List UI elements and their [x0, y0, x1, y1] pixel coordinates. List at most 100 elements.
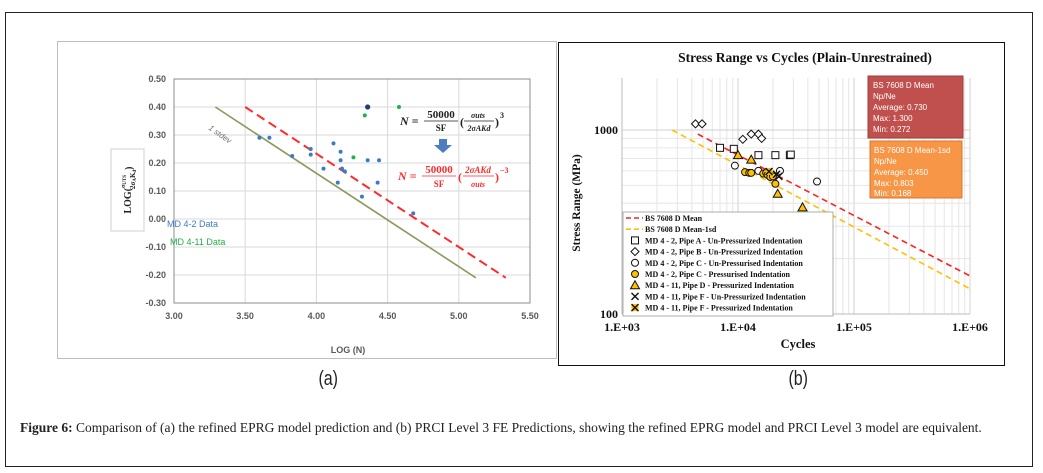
svg-text:Max: 0.803: Max: 0.803: [874, 179, 914, 188]
data-point: [342, 169, 347, 174]
figure-caption: Figure 6: Comparison of (a) the refined …: [20, 418, 1025, 438]
x-tick-label: 3.00: [165, 311, 183, 321]
chart-a-grid: [173, 78, 531, 304]
legend-entry: MD 4 - 11, Pipe F - Un-Pressurized Inden…: [645, 292, 806, 301]
data-point: [267, 135, 272, 140]
marker-triangle: [732, 149, 744, 160]
marker-x: [631, 292, 639, 301]
data-point: [365, 104, 371, 110]
legend-entry: MD 4 - 11, Pipe D - Pressurized Indentat…: [645, 281, 795, 290]
chart-a-points: [257, 104, 416, 216]
y-tick-label: 0.40: [148, 102, 166, 112]
marker-square: [754, 151, 763, 160]
chart-a-lines: [214, 106, 507, 279]
data-point: [377, 158, 382, 163]
data-point: [411, 211, 416, 216]
marker-diamond: [746, 129, 756, 139]
x-tick-label: 1.E+06: [952, 320, 988, 334]
svg-text:N =: N =: [397, 169, 417, 183]
y-tick-label: 100: [600, 307, 618, 321]
svg-text:Min: 0.168: Min: 0.168: [874, 189, 912, 198]
marker-x-filled: [631, 303, 639, 312]
legend-entry: MD 4 - 2, Pipe C - Pressurised Indentati…: [645, 270, 791, 279]
chart-b: Stress Range vs Cycles (Plain-Unrestrain…: [571, 50, 988, 351]
x-tick-label: 3.50: [236, 311, 254, 321]
svg-text:Np/Ne: Np/Ne: [874, 157, 897, 166]
marker-circle: [771, 179, 780, 188]
x-tick-label: 5.50: [521, 311, 539, 321]
plot-area-border: [173, 78, 531, 304]
y-tick-label: -0.30: [145, 298, 166, 308]
legend-md42: MD 4-2 Data: [167, 219, 218, 229]
marker-triangle: [629, 279, 641, 290]
marker-circle: [747, 168, 756, 177]
svg-text:Average: 0.730: Average: 0.730: [873, 103, 928, 112]
legend-entry: BS 7608 D Mean: [645, 214, 703, 223]
data-point: [359, 194, 364, 199]
svg-text:50000: 50000: [425, 164, 453, 176]
figure-frame: [5, 12, 1033, 467]
svg-text:Min: 0.272: Min: 0.272: [873, 125, 911, 134]
chart-a-frame: 0.50 0.40 0.30 0.20 0.10 0.00 -0.10 -0.20 -0.30 3…: [57, 41, 557, 359]
marker-circle: [813, 177, 822, 186]
formula-2: N = 50000 SF ( 2σAKd σuts ) −3: [397, 164, 509, 189]
subfigure-label-a: (a): [318, 368, 339, 390]
marker-x: [774, 172, 783, 181]
chart-b-ylabel: Stress Range (MPa): [571, 154, 583, 252]
y-tick-label: -0.20: [145, 270, 166, 280]
legend-entry: MD 4 - 2, Pipe A - Un-Pressurized Indent…: [645, 236, 803, 245]
chart-a-xlabel: LOG (N): [331, 345, 366, 355]
svg-text:N =: N =: [399, 114, 419, 128]
svg-text:SF: SF: [434, 179, 445, 189]
marker-x-filled: [764, 167, 773, 176]
svg-text:2σAKd: 2σAKd: [464, 165, 491, 175]
svg-text:): ): [495, 115, 499, 129]
data-point: [338, 149, 343, 154]
data-point: [396, 105, 401, 109]
marker-triangle: [797, 201, 808, 212]
eprg-model-line: [244, 106, 507, 279]
formula-1: N = 50000 SF ( σuts 2σAKd ) 3: [399, 109, 504, 133]
svg-text:−3: −3: [500, 166, 509, 175]
data-point: [308, 147, 313, 151]
y-tick-label: 0.50: [148, 74, 166, 84]
data-point: [331, 141, 336, 146]
x-tick-label: 4.00: [308, 311, 326, 321]
marker-diamond: [738, 134, 748, 145]
y-tick-label: -0.10: [145, 242, 166, 252]
data-point: [308, 152, 313, 157]
marker-circle: [730, 161, 739, 170]
marker-diamond: [697, 119, 707, 129]
x-tick-label: 1.E+04: [720, 320, 756, 334]
info-box-mean-1sd: BS 7608 D Mean-1sd Np/Ne Average: 0.450 …: [869, 140, 963, 199]
info-box-mean: BS 7608 D Mean Np/Ne Average: 0.730 Max:…: [867, 75, 964, 139]
svg-text:σuts: σuts: [471, 111, 485, 120]
marker-square: [716, 143, 725, 152]
chart-b-ticks: 1.E+03 1.E+04 1.E+05 1.E+06 1000 100: [594, 123, 988, 334]
svg-text:BS 7608 D Mean-1sd: BS 7608 D Mean-1sd: [874, 146, 951, 155]
svg-text:2σAKd: 2σAKd: [467, 124, 492, 133]
figure-label: Figure 6:: [20, 420, 73, 435]
svg-text:(: (: [460, 115, 464, 129]
svg-text:): ): [495, 170, 499, 184]
y-tick-label: 0.00: [148, 214, 166, 224]
y-tick-label: 0.30: [148, 130, 166, 140]
stdev-line: [214, 106, 477, 279]
marker-square: [631, 236, 639, 245]
marker-square: [729, 144, 738, 153]
svg-text:SF: SF: [436, 123, 447, 133]
chart-b-points: [690, 119, 822, 212]
chart-a-ticks: 0.50 0.40 0.30 0.20 0.10 0.00 -0.10 -0.20 -0.30 3…: [145, 74, 538, 321]
y-tick-label: 0.10: [148, 186, 166, 196]
caption-text: Comparison of (a) the refined EPRG model…: [72, 420, 982, 435]
data-point: [351, 155, 356, 160]
marker-triangle: [772, 188, 784, 198]
chart-b-legend: BS 7608 D Mean BS 7608 D Mean-1sd MD 4 - 2…: [622, 211, 834, 317]
x-tick-label: 5.00: [450, 311, 468, 321]
x-tick-label: 1.E+03: [604, 320, 640, 334]
chart-b-xlabel: Cycles: [781, 337, 816, 351]
y-tick-label: 0.20: [148, 158, 166, 168]
data-point: [362, 113, 367, 118]
marker-circle: [631, 270, 639, 278]
marker-diamond: [630, 246, 640, 257]
